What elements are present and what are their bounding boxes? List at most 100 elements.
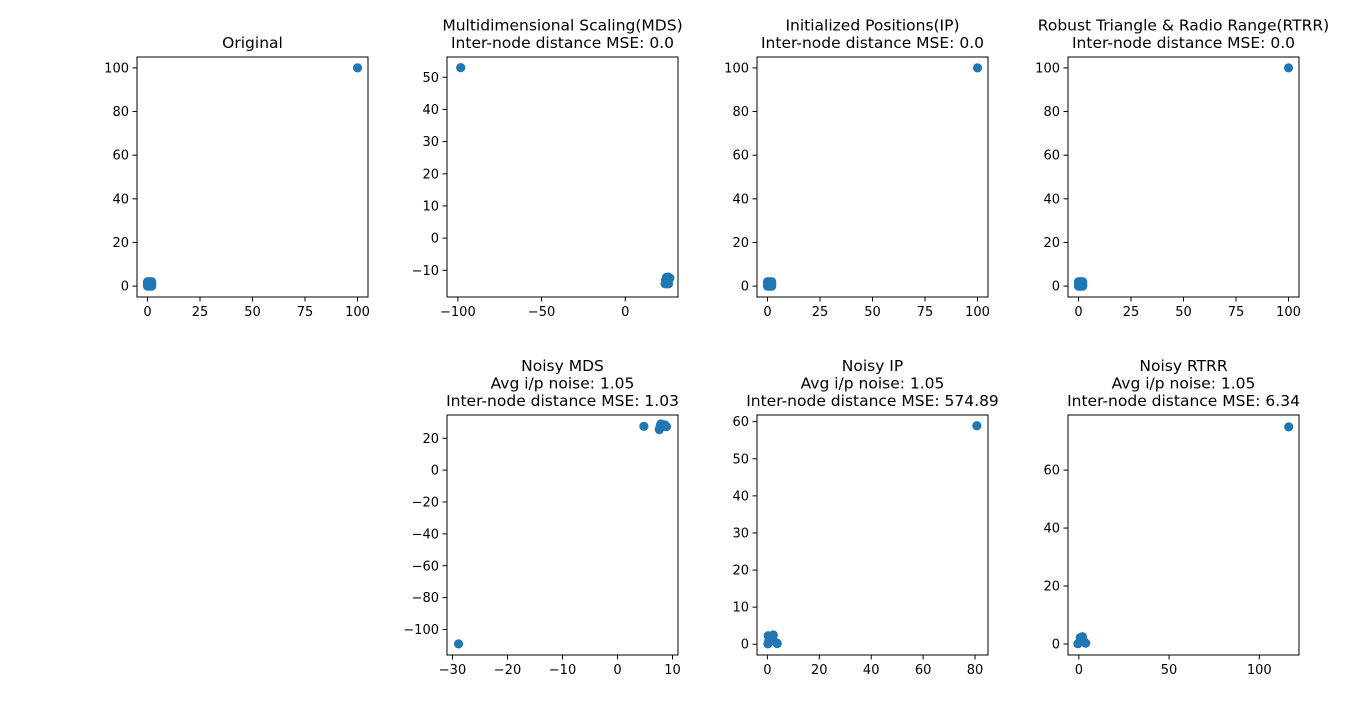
y-tick-label: 60 <box>732 415 749 430</box>
subplot-title: Multidimensional Scaling(MDS) <box>442 17 682 35</box>
x-tick-label: 75 <box>1228 305 1245 320</box>
x-tick-label: 80 <box>967 663 984 678</box>
y-tick-label: 10 <box>732 601 749 616</box>
y-tick-label: 30 <box>422 135 439 150</box>
y-tick-label: 0 <box>1052 280 1060 295</box>
x-tick-label: 50 <box>244 305 261 320</box>
x-tick-label: 25 <box>1123 305 1140 320</box>
x-tick-label: 100 <box>965 305 990 320</box>
subplot-ip: Initialized Positions(IP)Inter-node dist… <box>724 17 990 321</box>
y-tick-label: 50 <box>422 71 439 86</box>
subplot-title: Inter-node distance MSE: 6.34 <box>1067 392 1300 410</box>
x-tick-label: 100 <box>1247 663 1272 678</box>
scatter-point <box>1283 63 1294 73</box>
y-tick-label: 40 <box>1043 522 1060 537</box>
scatter-point <box>766 631 776 641</box>
subplot-title: Avg i/p noise: 1.05 <box>801 375 945 393</box>
scatter-point <box>1284 422 1294 432</box>
x-tick-label: 75 <box>297 305 314 320</box>
scatter-point <box>352 63 363 73</box>
y-tick-label: 40 <box>422 103 439 118</box>
y-tick-label: 60 <box>732 149 749 164</box>
y-tick-label: 0 <box>121 280 129 295</box>
subplot-title: Noisy RTRR <box>1139 357 1227 375</box>
axes-frame <box>446 56 679 298</box>
y-tick-label: 0 <box>741 280 749 295</box>
x-tick-label: −30 <box>439 663 466 678</box>
scatter-point <box>639 421 649 431</box>
x-tick-label: 50 <box>864 305 881 320</box>
x-tick-label: 25 <box>812 305 829 320</box>
scatter-point <box>972 63 983 73</box>
y-tick-label: 20 <box>1043 236 1060 251</box>
x-tick-label: 100 <box>1276 305 1301 320</box>
y-tick-label: 20 <box>732 236 749 251</box>
subplot-title: Inter-node distance MSE: 0.0 <box>761 34 984 52</box>
y-tick-label: 20 <box>732 564 749 579</box>
scatter-point <box>771 638 782 648</box>
y-tick-label: 80 <box>112 105 129 120</box>
y-tick-label: 0 <box>741 638 749 653</box>
y-tick-label: 0 <box>431 464 439 479</box>
scatter-point <box>456 63 466 73</box>
subplot-title: Original <box>222 34 283 52</box>
subplot-original: Original 0 25 50 75 100 0 20 40 60 80 100 <box>104 34 370 320</box>
y-tick-label: 20 <box>422 167 439 182</box>
x-tick-label: 0 <box>1075 663 1083 678</box>
subplot-title: Inter-node distance MSE: 0.0 <box>451 34 674 52</box>
y-tick-label: −40 <box>412 527 439 542</box>
scatter-point <box>665 273 675 283</box>
y-tick-label: −60 <box>412 559 439 574</box>
axes-frame <box>756 414 989 656</box>
y-tick-label: 30 <box>732 526 749 541</box>
x-tick-label: 50 <box>1175 305 1192 320</box>
scatter-point <box>767 277 777 287</box>
y-tick-label: 20 <box>112 236 129 251</box>
x-tick-label: 40 <box>863 663 880 678</box>
x-tick-label: −50 <box>528 305 555 320</box>
y-tick-label: 80 <box>732 105 749 120</box>
y-tick-label: 0 <box>1052 637 1060 652</box>
x-tick-label: 0 <box>763 663 771 678</box>
subplot-title: Initialized Positions(IP) <box>785 17 959 35</box>
x-tick-label: 0 <box>621 305 629 320</box>
x-tick-label: 10 <box>664 663 681 678</box>
x-tick-label: 0 <box>1074 305 1082 320</box>
scatter-point <box>1078 277 1088 287</box>
y-tick-label: 60 <box>1043 149 1060 164</box>
y-tick-label: 40 <box>1043 192 1060 207</box>
y-tick-label: 40 <box>732 489 749 504</box>
y-tick-label: 60 <box>1043 464 1060 479</box>
subplot-title: Noisy MDS <box>521 357 604 375</box>
y-tick-label: 20 <box>422 432 439 447</box>
y-tick-label: 10 <box>422 199 439 214</box>
y-tick-label: 40 <box>112 192 129 207</box>
y-tick-label: −80 <box>412 591 439 606</box>
y-tick-label: −20 <box>412 496 439 511</box>
x-tick-label: 75 <box>917 305 934 320</box>
x-tick-label: −20 <box>494 663 521 678</box>
x-tick-label: 50 <box>1161 663 1178 678</box>
x-tick-label: 25 <box>192 305 209 320</box>
subplot-title: Noisy IP <box>842 357 903 375</box>
subplot-title: Inter-node distance MSE: 1.03 <box>446 392 679 410</box>
x-tick-label: −10 <box>549 663 576 678</box>
y-tick-label: −10 <box>412 264 439 279</box>
y-tick-label: 100 <box>724 61 749 76</box>
subplot-title: Avg i/p noise: 1.05 <box>1112 375 1256 393</box>
x-tick-label: −100 <box>440 305 476 320</box>
x-tick-label: 60 <box>915 663 932 678</box>
x-tick-label: 100 <box>345 305 370 320</box>
y-tick-label: 60 <box>112 149 129 164</box>
y-tick-label: 100 <box>104 61 129 76</box>
scatter-point <box>656 421 666 431</box>
subplot-rtrr: Robust Triangle & Radio Range(RTRR)Inter… <box>1035 17 1329 321</box>
y-tick-label: 100 <box>1035 61 1060 76</box>
subplot-title: Robust Triangle & Radio Range(RTRR) <box>1038 17 1329 35</box>
y-tick-label: 80 <box>1043 105 1060 120</box>
